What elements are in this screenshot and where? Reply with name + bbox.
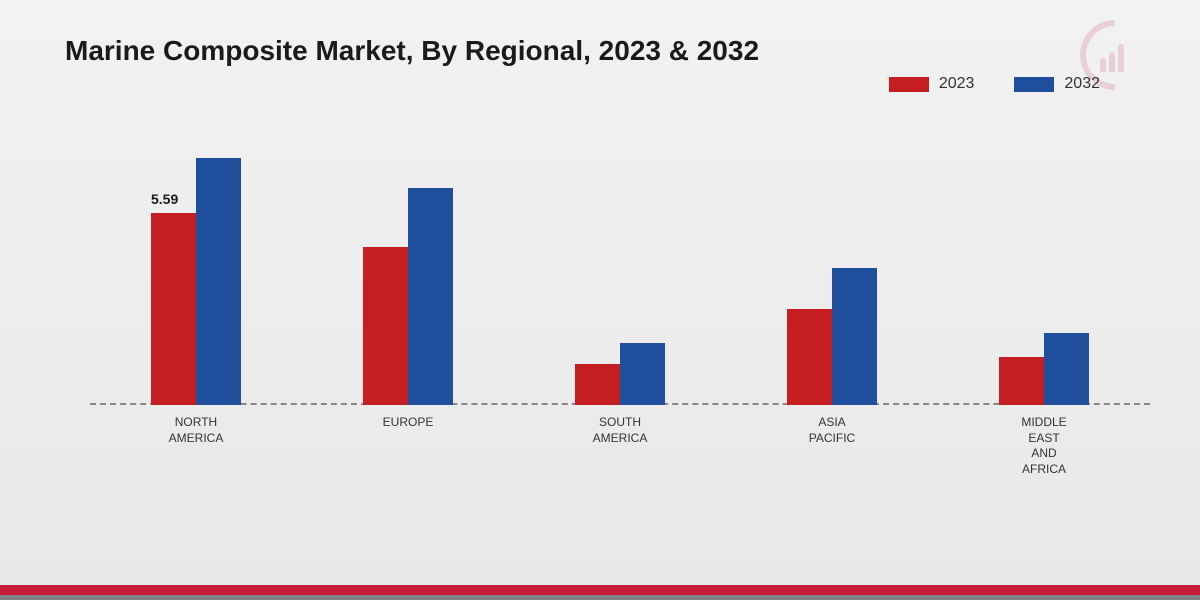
- chart-title: Marine Composite Market, By Regional, 20…: [65, 35, 1150, 67]
- x-labels: NORTHAMERICA EUROPE SOUTHAMERICA ASIAPACIFI…: [90, 410, 1150, 470]
- bar: [1044, 333, 1089, 405]
- legend: 2023 2032: [889, 75, 1100, 93]
- legend-label-2032: 2032: [1064, 75, 1100, 93]
- bar: [363, 247, 408, 405]
- chart-container: Marine Composite Market, By Regional, 20…: [0, 0, 1200, 600]
- bar: [575, 364, 620, 405]
- bar: [832, 268, 877, 406]
- x-axis-label: NORTHAMERICA: [146, 410, 246, 470]
- legend-label-2023: 2023: [939, 75, 975, 93]
- legend-swatch-2023: [889, 77, 929, 92]
- bar: [999, 357, 1044, 405]
- footer-gray: [0, 595, 1200, 600]
- bar-group: [363, 188, 453, 405]
- bar: [620, 343, 665, 405]
- bars-container: 5.59: [90, 130, 1150, 405]
- bar-value-label: 5.59: [151, 191, 178, 207]
- bar: [196, 158, 241, 406]
- chart-area: Market Size in USD Billion 5.59 NORTHAME…: [90, 130, 1150, 470]
- bar: 5.59: [151, 213, 196, 405]
- x-axis-label: MIDDLEEASTANDAFRICA: [994, 410, 1094, 470]
- x-axis-label: EUROPE: [358, 410, 458, 470]
- legend-item-2023: 2023: [889, 75, 975, 93]
- x-axis-label: SOUTHAMERICA: [570, 410, 670, 470]
- footer-red: [0, 585, 1200, 595]
- x-axis-label: ASIAPACIFIC: [782, 410, 882, 470]
- legend-swatch-2032: [1014, 77, 1054, 92]
- footer-bar: [0, 585, 1200, 600]
- legend-item-2032: 2032: [1014, 75, 1100, 93]
- bar-group: [787, 268, 877, 406]
- bar-group: [575, 343, 665, 405]
- bar: [787, 309, 832, 405]
- bar-group: 5.59: [151, 158, 241, 406]
- bar: [408, 188, 453, 405]
- bar-group: [999, 333, 1089, 405]
